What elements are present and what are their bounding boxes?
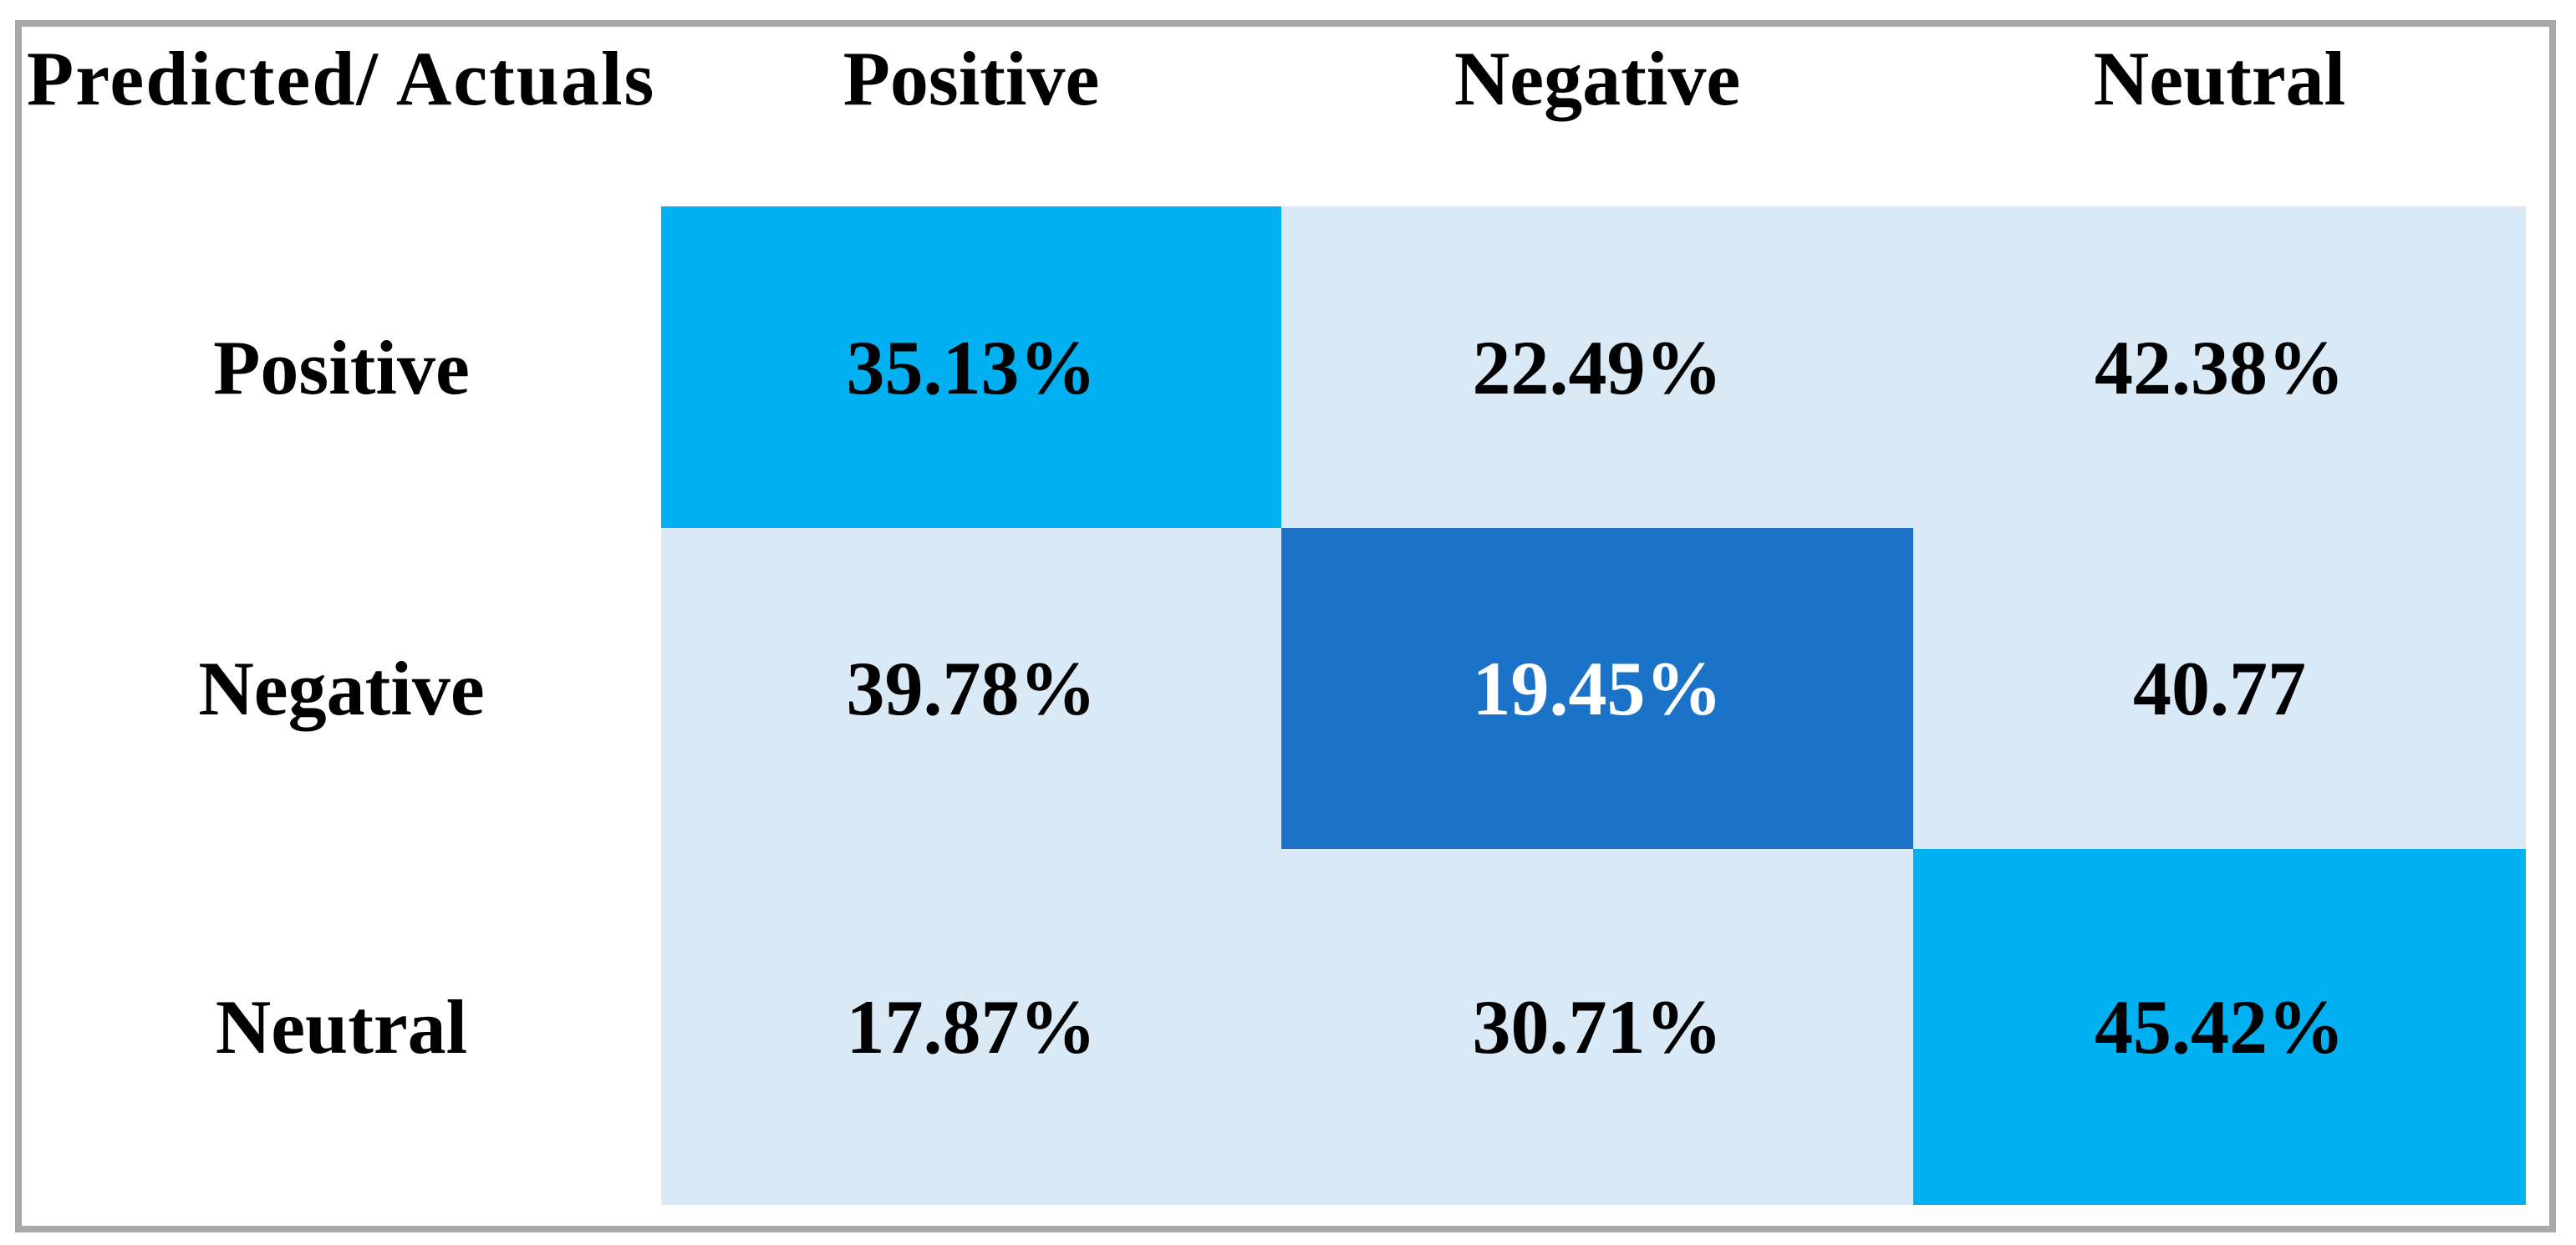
col-header-negative: Negative [1281,27,1913,206]
row-label-positive: Positive [22,206,661,528]
matrix-grid: Predicted/ Actuals Positive Negative Neu… [22,27,2526,1205]
col-header-label: Neutral [2093,36,2346,121]
matrix-cell-value: 45.42% [2095,984,2344,1070]
matrix-cell-neutral-positive: 17.87% [661,849,1281,1205]
row-label-text: Negative [198,646,485,731]
matrix-cell-value: 17.87% [846,984,1097,1070]
matrix-cell-negative-neutral: 40.77 [1913,528,2526,849]
row-label-neutral: Neutral [22,849,661,1205]
col-header-label: Negative [1453,36,1741,121]
matrix-cell-negative-positive: 39.78% [661,528,1281,849]
matrix-cell-neutral-negative: 30.71% [1281,849,1913,1205]
matrix-cell-positive-neutral: 42.38% [1913,206,2526,528]
row-label-text: Positive [213,324,470,410]
matrix-cell-positive-positive: 35.13% [661,206,1281,528]
col-header-neutral: Neutral [1913,27,2526,206]
confusion-matrix-table: Predicted/ Actuals Positive Negative Neu… [15,20,2556,1232]
corner-header-label: Predicted/ Actuals [27,36,656,121]
matrix-cell-value: 35.13% [846,324,1097,410]
matrix-cell-value: 30.71% [1472,984,1723,1070]
col-header-positive: Positive [661,27,1281,206]
matrix-cell-value: 42.38% [2095,324,2344,410]
row-label-text: Neutral [215,984,468,1070]
row-label-negative: Negative [22,528,661,849]
matrix-cell-value: 39.78% [846,646,1097,731]
matrix-cell-value: 22.49% [1472,324,1723,410]
matrix-cell-neutral-neutral: 45.42% [1913,849,2526,1205]
matrix-cell-negative-negative: 19.45% [1281,528,1913,849]
col-header-label: Positive [843,36,1100,121]
matrix-cell-value: 40.77 [2133,646,2306,731]
matrix-cell-value: 19.45% [1472,646,1723,731]
matrix-cell-positive-negative: 22.49% [1281,206,1913,528]
corner-header-cell: Predicted/ Actuals [22,27,661,206]
